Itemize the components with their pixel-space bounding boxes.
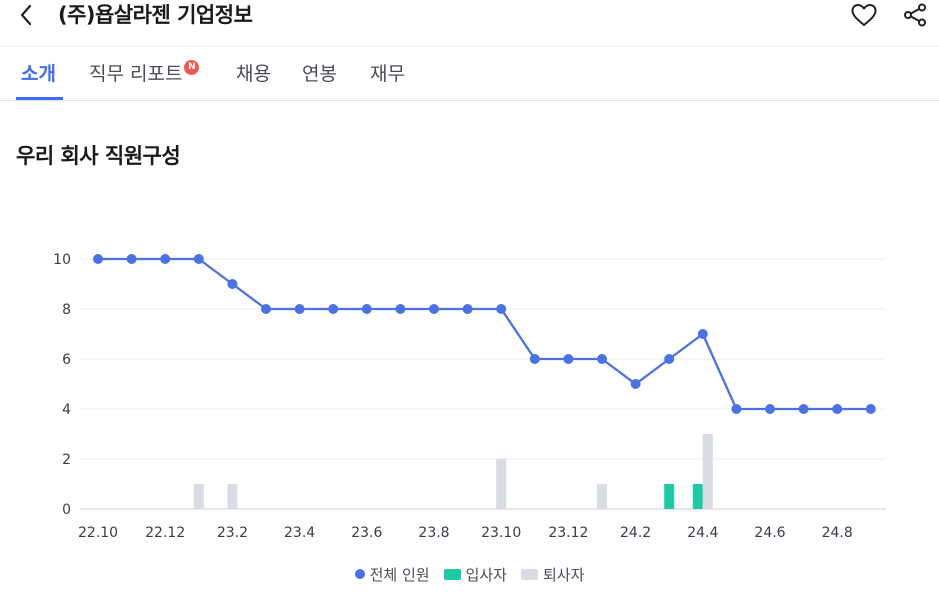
x-tick-label: 22.10 [78,525,118,541]
chart-bars [193,434,713,509]
tab-intro[interactable]: 소개 [21,62,56,86]
total-headcount-point [328,304,339,314]
legend-item-total: 전체 인원 [354,564,430,585]
leaver-bar [193,484,204,509]
total-headcount-point [529,354,540,364]
chevron-left-icon [20,4,32,26]
x-tick-label: 23.8 [418,525,449,541]
total-headcount-point [832,404,843,414]
chart-labels: 0 2 4 6 8 10 22.10 22.12 23.2 23.4 23.6 23.8 23.10 23… [53,252,853,541]
new-badge: N [184,60,200,75]
total-headcount-point [160,254,171,264]
tab-job-report[interactable]: 직무 리포트 N [89,60,200,86]
total-headcount-point [731,404,742,414]
total-headcount-point [496,304,507,314]
legend-swatch-rect [520,568,538,580]
legend-label: 입사자 [465,565,507,584]
leaver-bar [597,484,607,509]
total-headcount-point [261,304,271,314]
hire-bar [692,484,703,509]
tab-label: 채용 [236,63,271,85]
y-tick-label: 2 [62,452,71,468]
page-title: (주)욥살라젠 기업정보 [58,3,253,27]
x-tick-label: 23.2 [217,525,248,541]
total-headcount-point [664,354,675,364]
x-tick-label: 24.4 [687,525,718,541]
y-tick-label: 4 [62,402,71,418]
app-header: (주)욥살라젠 기업정보 [0,0,939,47]
legend-label: 전체 인원 [369,565,430,584]
tab-label: 직무 리포트 [89,63,183,85]
legend-item-hires: 입사자 [443,564,507,585]
total-headcount-point [193,254,204,264]
share-icon [904,3,926,27]
total-headcount-point [126,254,137,264]
tab-recruit[interactable]: 채용 [236,62,271,86]
legend-item-leavers: 퇴사자 [520,564,585,585]
x-tick-label: 23.6 [351,525,382,541]
total-headcount-point [865,404,876,414]
employee-composition-chart: 0 2 4 6 8 10 22.10 22.12 23.2 23.4 23.6 23.8 23.10 23… [53,252,886,541]
chart-line [98,257,871,411]
total-headcount-point [798,404,809,414]
total-headcount-point [361,304,372,314]
leaver-bar [702,434,713,509]
chart-points [93,254,876,414]
total-headcount-point [294,304,305,314]
section-title: 우리 회사 직원구성 [16,144,181,168]
favorite-button[interactable] [849,2,879,28]
total-headcount-point [429,304,439,314]
heart-icon [851,4,877,26]
x-tick-label: 24.6 [754,525,785,541]
tab-label: 재무 [370,63,405,85]
chart-legend: 전체 인원 입사자 퇴사자 [0,563,939,585]
total-headcount-point [563,354,574,364]
y-tick-label: 10 [53,252,71,268]
total-headcount-point [630,379,641,389]
share-button[interactable] [900,2,930,28]
x-tick-label: 24.2 [620,525,651,541]
y-tick-label: 6 [62,352,71,368]
x-tick-label: 23.4 [284,525,315,541]
x-tick-label: 22.12 [145,525,185,541]
x-tick-label: 23.10 [481,525,521,541]
back-button[interactable] [14,2,38,28]
total-headcount-point [93,254,103,264]
x-tick-label: 24.8 [822,525,853,541]
y-tick-label: 8 [62,302,71,318]
legend-swatch-dot [354,569,365,579]
total-headcount-point [227,279,238,289]
y-tick-label: 0 [62,502,71,518]
total-headcount-point [765,404,775,414]
hire-bar [664,484,675,509]
tab-label: 소개 [21,63,56,85]
total-headcount-line [98,257,871,411]
tab-salary[interactable]: 연봉 [302,62,337,86]
active-tab-indicator [16,97,63,100]
legend-swatch-rect [443,568,461,580]
tab-bar: 소개 직무 리포트 N 채용 연봉 재무 [0,47,939,101]
total-headcount-point [462,304,473,314]
tab-finance[interactable]: 재무 [370,62,405,86]
total-headcount-point [597,354,607,364]
tab-label: 연봉 [302,63,337,85]
legend-label: 퇴사자 [542,565,585,584]
total-headcount-point [697,329,708,339]
leaver-bar [227,484,238,509]
chart-grid [80,258,886,510]
total-headcount-point [395,304,406,314]
x-tick-label: 23.12 [548,525,588,541]
leaver-bar [496,459,507,509]
